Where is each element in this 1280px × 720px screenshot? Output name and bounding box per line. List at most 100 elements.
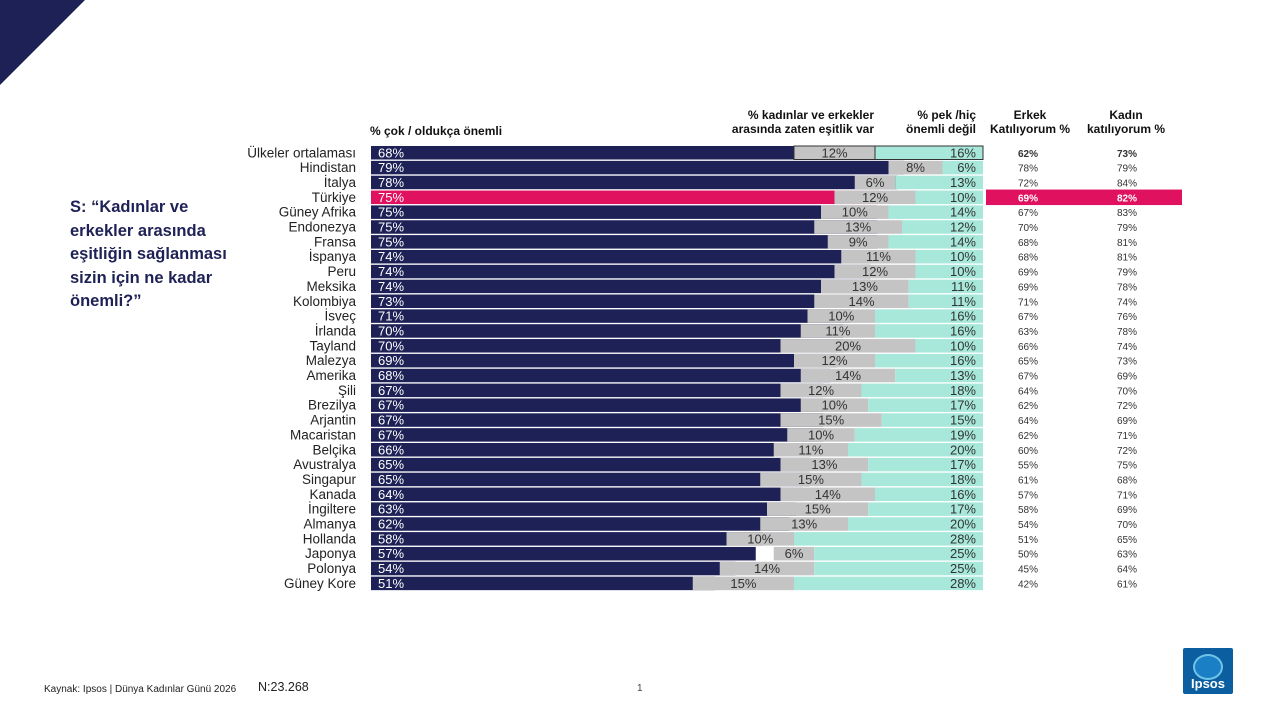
value-important: 58% <box>378 531 404 546</box>
value-not-important: 12% <box>950 220 976 235</box>
value-important: 67% <box>378 398 404 413</box>
value-important: 67% <box>378 413 404 428</box>
bar-not-important <box>902 220 983 234</box>
value-not-important: 18% <box>950 383 976 398</box>
value-female-agree: 72% <box>1117 401 1137 412</box>
bar-not-important <box>848 517 983 531</box>
category-label: Belçika <box>312 442 356 457</box>
value-not-important: 17% <box>950 398 976 413</box>
value-female-agree: 65% <box>1117 535 1137 546</box>
bar-important <box>371 472 810 487</box>
bar-important <box>371 383 824 398</box>
value-important: 75% <box>378 234 404 249</box>
bar-not-important <box>875 487 983 502</box>
bar-equality <box>794 353 875 368</box>
category-label: Malezya <box>306 353 357 368</box>
value-female-agree: 71% <box>1117 431 1137 442</box>
bar-important <box>371 220 878 234</box>
value-equality: 14% <box>848 294 874 309</box>
bar-equality <box>773 546 815 561</box>
value-not-important: 16% <box>950 487 976 502</box>
value-male-agree: 62% <box>1018 401 1038 412</box>
value-female-agree: 64% <box>1117 565 1137 576</box>
value-important: 74% <box>378 249 404 264</box>
bar-not-important <box>814 561 983 576</box>
bar-not-important <box>908 294 983 308</box>
value-equality: 12% <box>821 145 847 160</box>
value-equality: 11% <box>798 442 823 457</box>
sample-size: N:23.268 <box>258 680 309 694</box>
value-equality: 10% <box>828 309 854 324</box>
bar-important <box>371 160 905 175</box>
bar-important <box>371 457 810 472</box>
value-male-agree: 69% <box>1018 282 1038 293</box>
value-important: 73% <box>378 294 404 309</box>
value-important: 75% <box>378 220 404 235</box>
bar-important <box>371 339 844 353</box>
category-label: İsveç <box>324 309 356 324</box>
category-label: Fransa <box>314 234 357 249</box>
value-important: 78% <box>378 175 404 190</box>
category-label: İspanya <box>309 249 357 264</box>
bar-equality <box>780 383 862 398</box>
value-important: 57% <box>378 546 404 561</box>
value-male-agree: 42% <box>1018 579 1038 590</box>
value-not-important: 18% <box>950 472 976 487</box>
category-label: Hindistan <box>300 160 356 175</box>
bar-not-important <box>874 145 984 160</box>
question-text: S: “Kadınlar ve erkekler arasında eşitli… <box>70 198 227 310</box>
value-female-agree: 82% <box>1117 193 1137 204</box>
value-equality: 14% <box>754 561 780 576</box>
bar-important <box>371 205 878 219</box>
value-male-agree: 54% <box>1018 520 1038 531</box>
value-male-agree: 69% <box>1018 268 1038 279</box>
value-female-agree: 81% <box>1117 253 1137 264</box>
bar-equality <box>780 487 875 502</box>
bar-equality <box>834 190 916 205</box>
bar-not-important <box>888 205 983 219</box>
bar-equality <box>834 264 916 279</box>
bar-important <box>371 487 803 502</box>
value-equality: 20% <box>835 338 861 353</box>
value-not-important: 14% <box>950 234 976 249</box>
value-not-important: 20% <box>950 517 976 532</box>
value-not-important: 28% <box>950 531 976 546</box>
value-important: 70% <box>378 323 404 338</box>
bar-important <box>371 428 824 442</box>
category-label: Brezilya <box>308 398 357 413</box>
logo-circle-icon <box>1193 654 1223 680</box>
bar-equality <box>821 205 889 219</box>
bar-equality <box>814 220 902 234</box>
value-equality: 13% <box>852 279 878 294</box>
header-important: % çok / oldukça önemli <box>370 124 503 138</box>
value-male-agree: 60% <box>1018 446 1038 457</box>
bar-not-important <box>895 368 983 383</box>
value-male-agree: 51% <box>1018 535 1038 546</box>
value-male-agree: 71% <box>1018 297 1038 308</box>
bar-not-important <box>868 457 983 472</box>
ipsos-logo: Ipsos <box>1183 648 1233 694</box>
value-female-agree: 71% <box>1117 490 1137 501</box>
bar-important <box>371 502 797 516</box>
bar-equality <box>821 279 909 294</box>
value-not-important: 25% <box>950 561 976 576</box>
value-female-agree: 63% <box>1117 550 1137 561</box>
value-female-agree: 73% <box>1117 357 1137 368</box>
value-important: 65% <box>378 472 404 487</box>
bar-important <box>371 264 871 279</box>
bar-important <box>371 576 716 591</box>
category-label: Şili <box>338 383 356 398</box>
value-equality: 6% <box>785 546 804 561</box>
category-label: Almanya <box>303 517 356 532</box>
value-female-agree: 69% <box>1117 372 1137 383</box>
value-male-agree: 63% <box>1018 327 1038 338</box>
value-female-agree: 83% <box>1117 208 1137 219</box>
value-male-agree: 67% <box>1018 312 1038 323</box>
bar-not-important <box>895 175 983 190</box>
value-not-important: 19% <box>950 427 976 442</box>
value-female-agree: 74% <box>1117 342 1137 353</box>
bar-important <box>371 368 830 383</box>
value-equality: 12% <box>808 383 834 398</box>
value-important: 62% <box>378 517 404 532</box>
value-not-important: 6% <box>957 160 976 175</box>
